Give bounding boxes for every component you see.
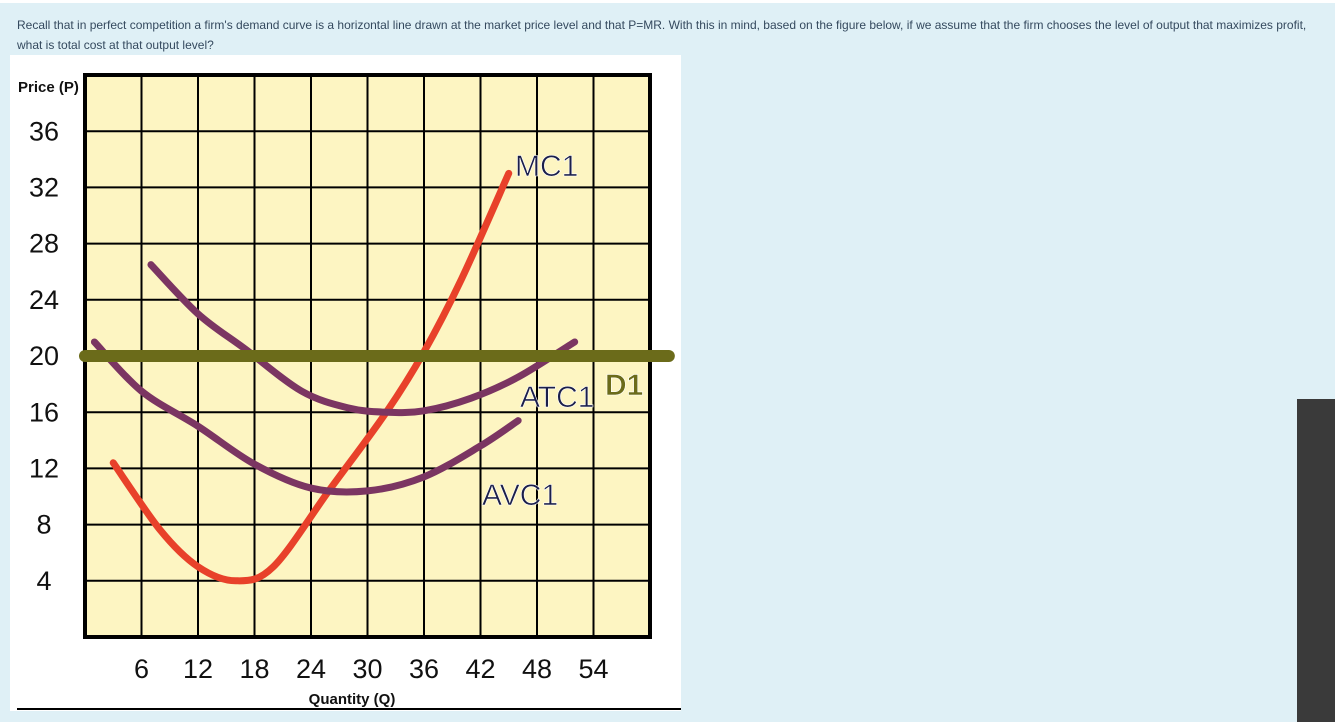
y-tick-label: 32 [29, 173, 59, 203]
y-tick-label: 20 [29, 341, 59, 371]
x-tick-label: 24 [296, 654, 326, 684]
x-tick-label: 12 [183, 654, 213, 684]
curve-label: ATC1 [520, 381, 594, 414]
curve [109, 169, 513, 585]
y-tick-label: 28 [29, 229, 59, 259]
x-tick-label: 42 [465, 654, 495, 684]
y-tick-label: 12 [29, 454, 59, 484]
x-tick-label: 18 [239, 654, 269, 684]
x-tick-label: 54 [578, 654, 608, 684]
question-text: Recall that in perfect competition a fir… [17, 18, 1307, 52]
curve [147, 261, 579, 417]
y-axis-label: Price (P) [18, 79, 79, 96]
curve [90, 338, 522, 496]
curve-label: D1 [605, 369, 643, 402]
side-panel [1297, 399, 1335, 722]
chart: Price (P) Quantity (Q) 48121620242832366… [10, 55, 681, 711]
y-tick-label: 36 [29, 116, 59, 146]
y-tick-label: 4 [36, 566, 51, 596]
x-tick-label: 6 [134, 654, 149, 684]
x-tick-label: 36 [409, 654, 439, 684]
y-tick-label: 16 [29, 397, 59, 427]
x-tick-label: 48 [522, 654, 552, 684]
y-tick-label: 24 [29, 285, 59, 315]
curve-label: AVC1 [482, 479, 558, 512]
curve-label: MC1 [515, 150, 578, 183]
x-tick-label: 30 [352, 654, 382, 684]
y-tick-label: 8 [36, 510, 51, 540]
x-axis-label: Quantity (Q) [309, 691, 396, 708]
